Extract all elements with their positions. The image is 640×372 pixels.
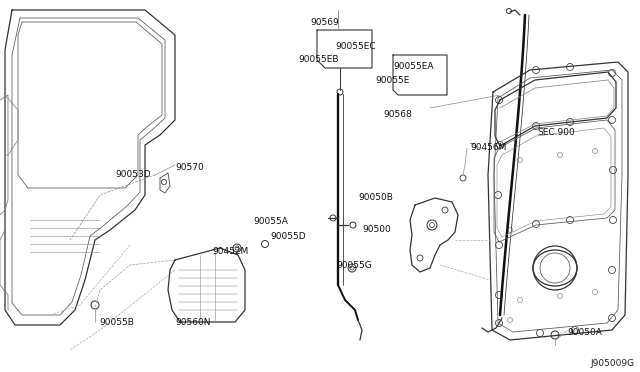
Text: 90055EC: 90055EC (335, 42, 376, 51)
Text: J905009G: J905009G (591, 359, 635, 368)
Text: 90055EA: 90055EA (393, 62, 433, 71)
Text: 90500: 90500 (362, 225, 391, 234)
Text: 90050B: 90050B (358, 193, 393, 202)
Text: 90055EB: 90055EB (298, 55, 339, 64)
Text: 90560N: 90560N (175, 318, 211, 327)
Text: 90568: 90568 (383, 110, 412, 119)
Text: 90055G: 90055G (336, 261, 372, 270)
Text: 90452M: 90452M (212, 247, 248, 256)
Text: 90570: 90570 (175, 163, 204, 172)
Text: 90055E: 90055E (375, 76, 410, 85)
Text: 90055A: 90055A (253, 217, 288, 226)
Text: 90050A: 90050A (567, 328, 602, 337)
Text: 90456M: 90456M (470, 143, 506, 152)
Text: SEC.900: SEC.900 (537, 128, 575, 137)
Text: 90055B: 90055B (99, 318, 134, 327)
Text: 90569: 90569 (310, 18, 339, 27)
Text: 90053D: 90053D (115, 170, 150, 179)
Text: 90055D: 90055D (270, 232, 306, 241)
